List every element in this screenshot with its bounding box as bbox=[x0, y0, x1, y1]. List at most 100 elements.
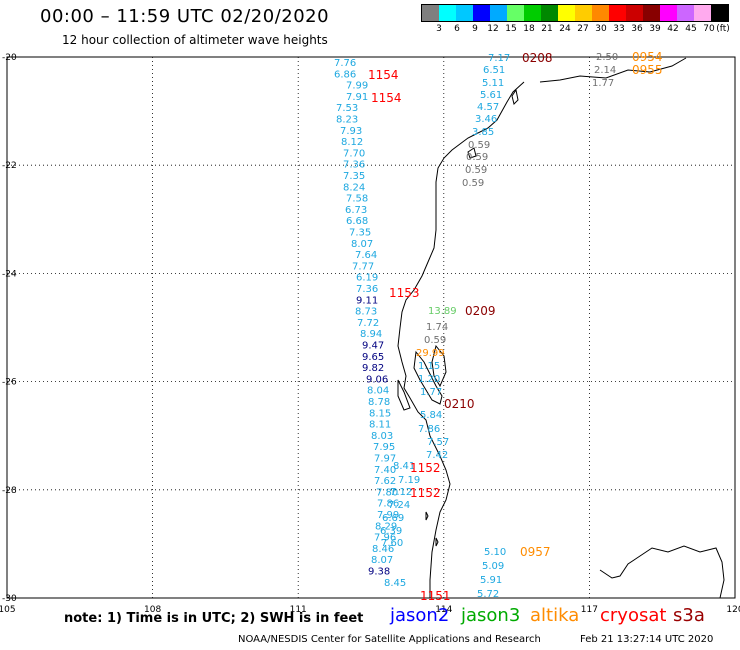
wave-height-value: 8.12 bbox=[341, 137, 363, 148]
wave-height-value: 2.50 bbox=[596, 52, 618, 63]
wave-height-value: 1.77 bbox=[420, 387, 442, 398]
wave-height-value: 1.74 bbox=[426, 322, 448, 333]
wave-height-value: 0.59 bbox=[465, 165, 487, 176]
wave-height-value: 7.70 bbox=[343, 148, 365, 159]
coastline-west-australia bbox=[397, 81, 525, 598]
wave-height-value: 7.19 bbox=[398, 475, 420, 486]
color-scale-tick-label: 39 bbox=[649, 24, 661, 34]
wave-height-value: 7.36 bbox=[356, 284, 378, 295]
wave-height-value: 7.76 bbox=[334, 58, 356, 69]
color-scale-tick-label: 3 bbox=[436, 24, 442, 34]
color-scale-tick-label: 36 bbox=[631, 24, 643, 34]
wave-height-value: 7.62 bbox=[374, 476, 396, 487]
pass-time-label: 1152 bbox=[410, 486, 441, 500]
coastline-north bbox=[539, 57, 687, 83]
color-scale-legend: 3 6 9 12 15 18 21 24 27 30 33 36 39 42 45 70 (ft) bbox=[421, 4, 730, 36]
color-swatch bbox=[694, 5, 711, 21]
wave-height-value: 8.29 bbox=[375, 521, 397, 532]
color-swatch bbox=[541, 5, 558, 21]
shark-bay-peninsula bbox=[413, 350, 443, 405]
wave-height-value: 7.17 bbox=[488, 53, 510, 64]
color-swatch bbox=[456, 5, 473, 21]
wave-height-value: 3.46 bbox=[475, 114, 497, 125]
color-scale-tick-label: 27 bbox=[577, 24, 589, 34]
wave-height-value: 9.11 bbox=[356, 295, 378, 306]
wave-height-value: 7.99 bbox=[377, 510, 399, 521]
pass-time-label: 0208 bbox=[522, 51, 553, 65]
wave-height-value: 8.41 bbox=[393, 461, 415, 472]
wave-height-value: 8.11 bbox=[369, 420, 391, 431]
wave-height-value: 8.07 bbox=[371, 555, 393, 566]
color-swatch bbox=[660, 5, 677, 21]
wave-height-value: 9.82 bbox=[362, 363, 384, 374]
color-swatch bbox=[592, 5, 609, 21]
wave-height-value: 8.45 bbox=[384, 578, 406, 589]
wave-height-value: 7.77 bbox=[352, 261, 374, 272]
wave-height-value: 8.03 bbox=[371, 431, 393, 442]
wave-height-value: 7.96 bbox=[374, 533, 396, 544]
wave-height-value: 8.24 bbox=[343, 182, 365, 193]
coastline-southeast bbox=[599, 545, 725, 599]
lat-axis-label: -24 bbox=[2, 269, 17, 279]
wave-height-value: 7.35 bbox=[349, 228, 371, 239]
lat-axis-label: -26 bbox=[2, 378, 17, 388]
color-swatch bbox=[439, 5, 456, 21]
wave-height-value: 13.89 bbox=[428, 306, 457, 317]
wave-height-value: 7.40 bbox=[374, 465, 396, 476]
pass-time-label: 0209 bbox=[465, 304, 496, 318]
color-swatch bbox=[677, 5, 694, 21]
wave-height-value: 7.91 bbox=[346, 92, 368, 103]
color-scale-tick-label: 12 bbox=[487, 24, 499, 34]
wave-height-value: 7.64 bbox=[355, 250, 377, 261]
wave-height-value: 5.72 bbox=[477, 589, 499, 600]
wave-height-value: 1.15 bbox=[418, 361, 440, 372]
color-swatch bbox=[575, 5, 592, 21]
abrolhos-island bbox=[435, 537, 439, 547]
lon-axis-label: 120 bbox=[726, 605, 740, 615]
wave-height-value: 0.59 bbox=[468, 140, 490, 151]
color-swatch bbox=[626, 5, 643, 21]
pass-time-label: 1151 bbox=[420, 589, 451, 603]
wave-height-value: 5.91 bbox=[480, 575, 502, 586]
color-scale-tick-label: 45 bbox=[685, 24, 697, 34]
wave-height-value: 7.93 bbox=[340, 126, 362, 137]
coastal-island bbox=[511, 88, 519, 105]
lat-axis-label: -28 bbox=[2, 486, 17, 496]
wave-height-value: 6.39 bbox=[380, 526, 402, 537]
footer-note: note: 1) Time is in UTC; 2) SWH is in fe… bbox=[64, 611, 364, 626]
wave-height-value: 7.60 bbox=[381, 538, 403, 549]
wave-height-value: 1.20 bbox=[418, 374, 440, 385]
wave-height-value: 7.53 bbox=[336, 103, 358, 114]
wave-height-value: 7.12 bbox=[390, 487, 412, 498]
wave-height-value: 0.59 bbox=[466, 152, 488, 163]
color-swatch bbox=[422, 5, 439, 21]
wave-height-value: 6.51 bbox=[483, 65, 505, 76]
wave-height-value: 8.73 bbox=[355, 307, 377, 318]
wave-height-value: 5.10 bbox=[484, 547, 506, 558]
color-scale-tick-label: 24 bbox=[559, 24, 571, 34]
color-scale-tick-label: 42 bbox=[667, 24, 679, 34]
color-scale-tick-label: 30 bbox=[595, 24, 607, 34]
wave-height-value: 9.47 bbox=[362, 341, 384, 352]
wave-height-value: 6.73 bbox=[345, 205, 367, 216]
wave-height-value: 7.80 bbox=[376, 487, 398, 498]
wave-height-value: 8.23 bbox=[336, 115, 358, 126]
color-swatch bbox=[558, 5, 575, 21]
pass-time-label: 1154 bbox=[371, 91, 402, 105]
color-swatch bbox=[711, 5, 728, 21]
wave-height-value: 0.59 bbox=[462, 178, 484, 189]
wave-height-value: 6.19 bbox=[356, 273, 378, 284]
shark-bay-inlet bbox=[431, 344, 447, 388]
wave-height-value: 6.69 bbox=[382, 513, 404, 524]
color-scale-unit: (ft) bbox=[716, 24, 730, 34]
wave-height-value: 1.77 bbox=[592, 78, 614, 89]
wave-height-value: 8.07 bbox=[351, 239, 373, 250]
wave-height-value: 7.57 bbox=[427, 437, 449, 448]
color-scale-tick-label: 15 bbox=[505, 24, 517, 34]
wave-height-value: 7.86 bbox=[377, 499, 399, 510]
wave-height-value: 6.86 bbox=[334, 69, 356, 80]
color-swatch bbox=[507, 5, 524, 21]
wave-height-value: 7.36 bbox=[343, 160, 365, 171]
color-scale-ticks: 3 6 9 12 15 18 21 24 27 30 33 36 39 42 45 70 (ft) bbox=[421, 22, 730, 36]
credit-line: NOAA/NESDIS Center for Satellite Applica… bbox=[238, 634, 541, 645]
